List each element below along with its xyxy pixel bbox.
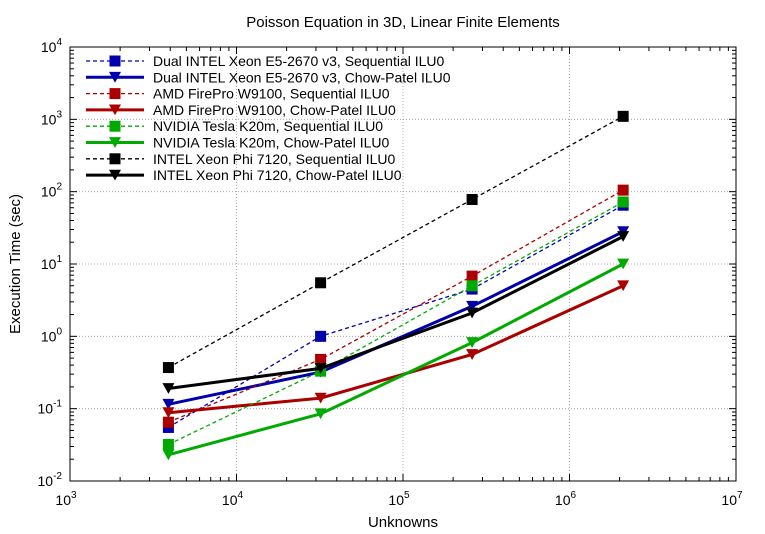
data-point [617,258,630,270]
legend-marker [109,71,121,83]
y-tick-label: 104 [41,37,63,55]
legend-label: INTEL Xeon Phi 7120, Chow-Patel ILU0 [153,167,402,183]
legend-label: NVIDIA Tesla K20m, Sequential ILU0 [153,118,383,134]
data-point [162,398,175,410]
x-tick-label: 105 [388,490,410,508]
series-line [168,204,624,428]
data-point [466,300,479,312]
y-tick-label: 103 [41,109,63,127]
series-line [168,284,624,415]
x-tick-label: 107 [721,490,743,508]
legend-label: INTEL Xeon Phi 7120, Sequential ILU0 [153,151,396,167]
x-tick-label: 103 [55,490,77,508]
data-point [466,280,478,292]
data-point [617,196,629,208]
data-point [617,231,630,242]
legend-item-8: INTEL Xeon Phi 7120, Chow-Patel ILU0 [86,167,402,183]
series-3 [162,184,629,428]
data-point [314,363,327,374]
legend-marker [109,104,121,116]
legend-label: Dual INTEL Xeon E5-2670 v3, Sequential I… [153,53,445,69]
series-8 [162,231,630,394]
legend: Dual INTEL Xeon E5-2670 v3, Sequential I… [86,53,451,183]
x-axis-label: Unknowns [368,514,438,531]
legend-marker [109,137,121,148]
data-point [617,280,630,292]
legend-item-4: AMD FirePro W9100, Chow-Patel ILU0 [86,102,396,118]
legend-marker [109,169,121,181]
legend-item-1: Dual INTEL Xeon E5-2670 v3, Sequential I… [86,53,445,69]
legend-marker [109,153,121,165]
y-tick-label: 101 [41,254,63,272]
series-line [168,235,624,390]
data-point [162,449,175,461]
y-tick-label: 10-2 [38,471,63,489]
data-point [162,438,174,450]
data-point [617,110,629,122]
data-point [315,277,327,289]
data-point [162,416,174,428]
chart-title: Poisson Equation in 3D, Linear Finite El… [246,14,560,31]
legend-marker [109,120,121,132]
data-point [162,383,175,394]
x-tick-label: 106 [555,490,577,508]
data-point [466,307,479,319]
series-line [168,201,624,446]
data-point [466,337,479,348]
data-point [315,330,327,342]
legend-marker [109,55,121,67]
legend-label: AMD FirePro W9100, Chow-Patel ILU0 [153,102,396,118]
legend-item-3: AMD FirePro W9100, Sequential ILU0 [86,86,390,102]
legend-label: Dual INTEL Xeon E5-2670 v3, Chow-Patel I… [153,69,451,85]
legend-item-5: NVIDIA Tesla K20m, Sequential ILU0 [86,118,383,134]
series-layer [162,110,630,461]
legend-item-2: Dual INTEL Xeon E5-2670 v3, Chow-Patel I… [86,69,451,85]
data-point [162,362,174,374]
ticks: 103 104 105 106 107 10-2 10-1 100 101 102 103 104 [38,37,743,508]
series-line [168,115,624,369]
legend-item-7: INTEL Xeon Phi 7120, Sequential ILU0 [86,151,396,167]
data-point [617,184,629,196]
legend-item-6: NVIDIA Tesla K20m, Chow-Patel ILU0 [86,135,390,151]
y-tick-label: 10-1 [38,399,63,417]
series-7 [162,110,629,374]
data-point [314,408,327,420]
data-point [162,407,175,419]
data-point [466,349,479,360]
series-6 [162,258,630,461]
x-tick-label: 104 [222,490,244,508]
y-axis-label: Execution Time (sec) [7,194,24,334]
series-line [168,262,624,457]
y-tick-label: 102 [41,182,63,200]
y-tick-label: 100 [41,326,63,344]
data-point [314,392,327,404]
series-4 [162,280,630,419]
legend-marker [109,88,121,100]
data-point [315,353,327,365]
legend-label: NVIDIA Tesla K20m, Chow-Patel ILU0 [153,135,390,151]
legend-label: AMD FirePro W9100, Sequential ILU0 [153,86,390,102]
data-point [466,270,478,282]
data-point [466,193,478,205]
